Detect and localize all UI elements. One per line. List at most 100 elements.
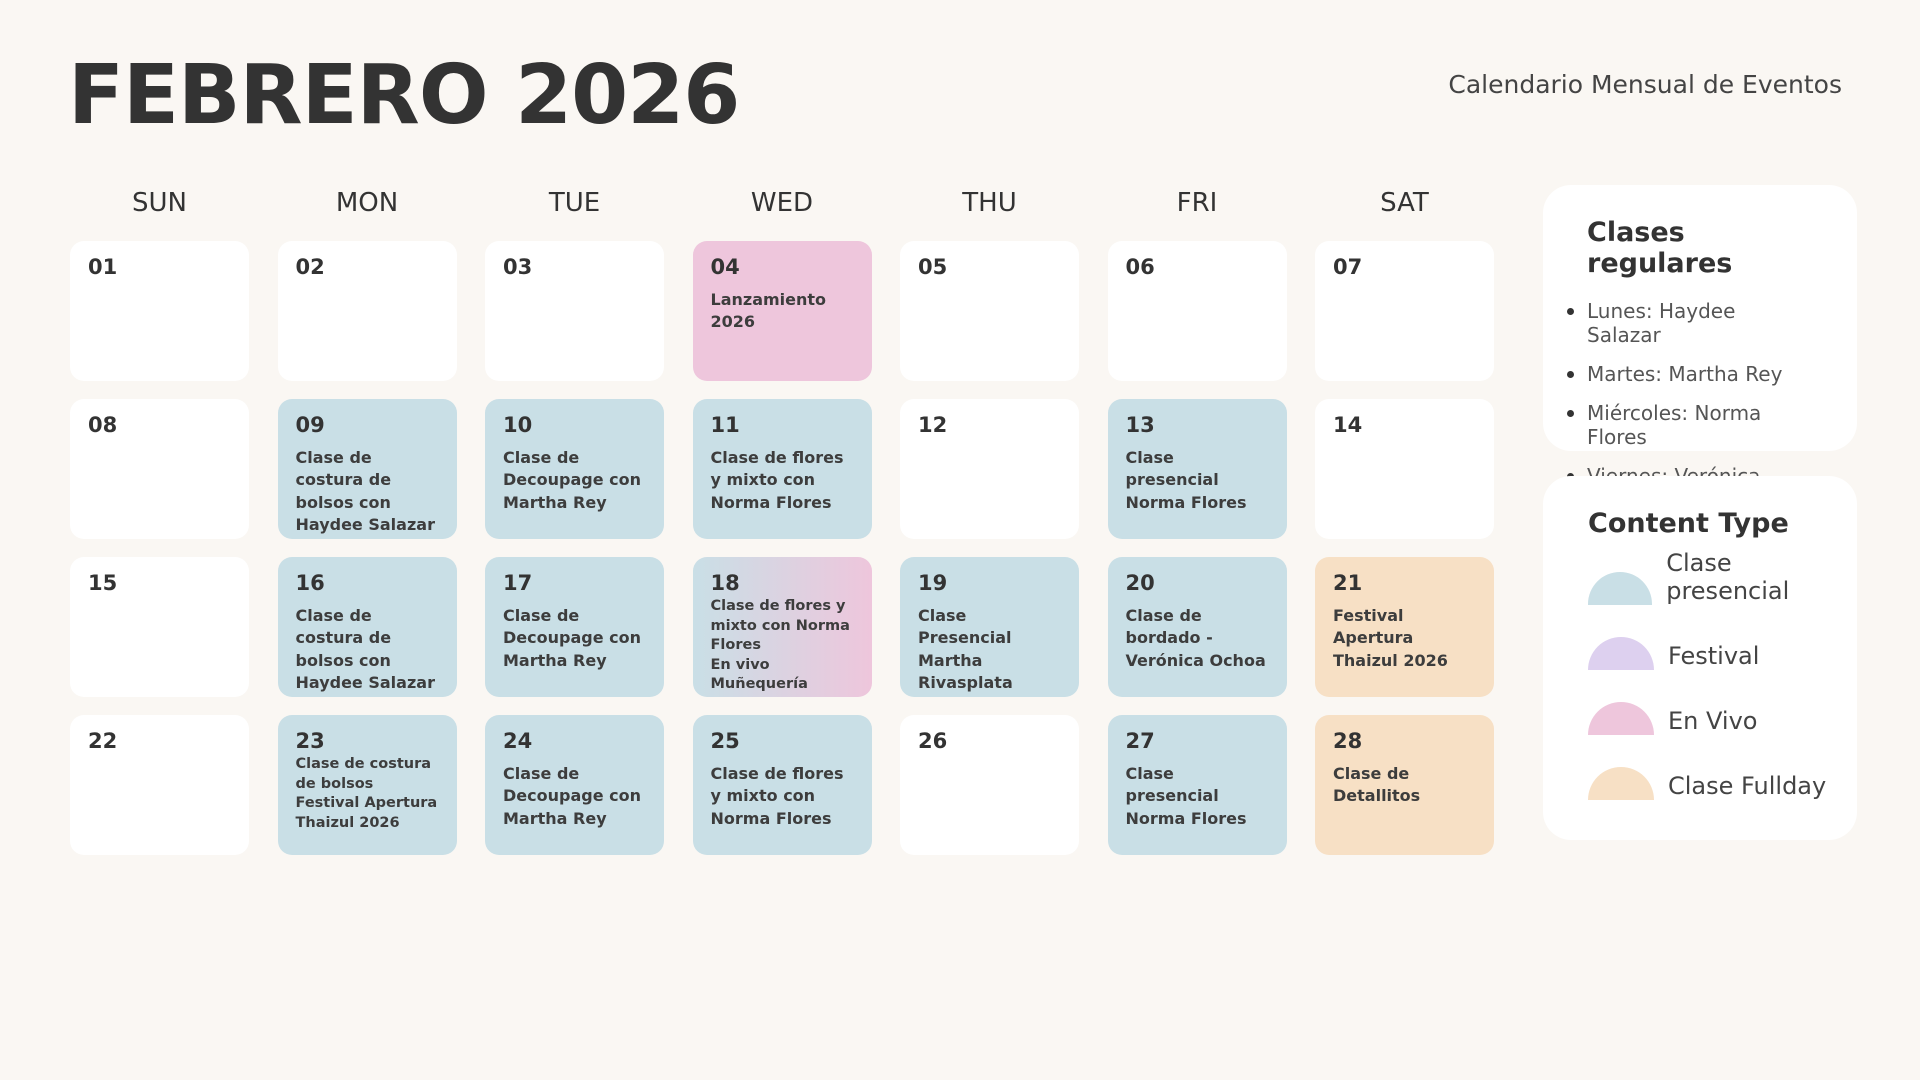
legend-swatch: [1588, 767, 1654, 800]
event: Clase de Decoupage con Martha Rey: [503, 606, 641, 670]
day-number: 02: [295, 255, 325, 279]
day-number: 11: [710, 413, 740, 437]
class-item: Lunes: Haydee Salazar: [1567, 299, 1813, 347]
legend-label: En Vivo: [1668, 707, 1758, 735]
day-number: 10: [503, 413, 533, 437]
class-item: Martes: Martha Rey: [1567, 362, 1813, 386]
legend-swatch: [1588, 572, 1653, 605]
day-number: 17: [503, 571, 533, 595]
day-number: 15: [88, 571, 118, 595]
day-cell: 07: [1315, 241, 1494, 381]
event: Clase Presencial Martha Rivasplata: [918, 606, 1013, 693]
day-cell: 06: [1107, 241, 1287, 381]
day-cell: 25 Clase de flores y mixto con Norma Flor…: [692, 715, 872, 855]
month-title: FEBRERO 2026: [68, 48, 740, 143]
event: Festival Apertura Thaizul 2026: [295, 795, 438, 831]
event: Clase de flores y mixto con Norma Flores: [710, 448, 844, 512]
event: Clase presencial Norma Flores: [1125, 764, 1247, 828]
day-number: 07: [1333, 255, 1363, 279]
event: En vivo Muñequería: [710, 656, 808, 693]
day-cell: 26: [900, 715, 1079, 855]
weekday: MON: [335, 188, 399, 218]
card-title: Clases regulares: [1587, 217, 1733, 279]
weekday: SUN: [132, 188, 187, 218]
day-number: 05: [918, 255, 948, 279]
event: Lanzamiento 2026: [710, 290, 827, 332]
day-cell: 08: [70, 399, 249, 539]
day-cell: 24 Clase de Decoupage con Martha Rey: [485, 715, 664, 855]
day-cell: 05: [900, 241, 1079, 381]
day-cell: 18 Clase de flores y mixto con Norma Flor…: [692, 557, 872, 697]
day-cell: 13 Clase presencial Norma Flores: [1107, 399, 1287, 539]
day-number: 26: [918, 729, 948, 753]
event: Clase de costura de bolsos: [295, 756, 432, 792]
legend-swatch: [1588, 637, 1654, 670]
legend-item: En Vivo: [1588, 699, 1857, 735]
day-cell: 16 Clase de costura de bolsos con Haydee …: [277, 557, 457, 697]
day-cell: 14: [1315, 399, 1494, 539]
weekday: FRI: [1176, 188, 1218, 218]
day-cell: 12: [900, 399, 1079, 539]
day-cell: 15: [70, 557, 249, 697]
event: Festival Apertura Thaizul 2026: [1333, 606, 1448, 670]
legend-item: Clase presencial: [1588, 549, 1857, 605]
day-number: 28: [1333, 729, 1363, 753]
legend-swatch: [1588, 702, 1654, 735]
event: Clase de bordado - Verónica Ochoa: [1125, 606, 1266, 670]
day-number: 14: [1333, 413, 1363, 437]
day-number: 09: [295, 413, 325, 437]
day-number: 20: [1125, 571, 1155, 595]
day-cell: 03: [485, 241, 664, 381]
day-cell: 02: [277, 241, 457, 381]
day-number: 18: [710, 571, 740, 595]
legend-label: Clase Fullday: [1668, 772, 1827, 800]
day-cell: 23 Clase de costura de bolsos Festival Ape…: [277, 715, 457, 855]
day-number: 12: [918, 413, 948, 437]
day-cell: 22: [70, 715, 249, 855]
weekday: SAT: [1380, 188, 1429, 218]
day-cell: 28 Clase de Detallitos: [1315, 715, 1494, 855]
day-number: 21: [1333, 571, 1363, 595]
weekday: WED: [750, 188, 814, 218]
day-number: 01: [88, 255, 118, 279]
day-number: 13: [1125, 413, 1155, 437]
event: Clase de costura de bolsos con Haydee Sa…: [295, 606, 435, 693]
day-cell: 09 Clase de costura de bolsos con Haydee …: [277, 399, 457, 539]
legend-label: Festival: [1668, 642, 1760, 670]
regular-classes-card: Clases regulares Lunes: Haydee Salazar Ma…: [1543, 185, 1857, 512]
weekday: TUE: [548, 188, 601, 218]
class-item: Miércoles: Norma Flores: [1567, 401, 1813, 449]
legend-item: Festival: [1588, 634, 1857, 670]
legend-label: Clase presencial: [1666, 549, 1790, 605]
day-cell: 11 Clase de flores y mixto con Norma Flor…: [692, 399, 872, 539]
event: Clase de flores y mixto con Norma Flores: [710, 598, 850, 654]
event: Clase de costura de bolsos con Haydee Sa…: [295, 448, 435, 535]
day-number: 22: [88, 729, 118, 753]
day-number: 27: [1125, 729, 1155, 753]
day-number: 23: [295, 729, 325, 753]
day-cell: 04 Lanzamiento 2026: [692, 241, 872, 381]
day-cell: 10 Clase de Decoupage con Martha Rey: [485, 399, 664, 539]
event: Clase de Decoupage con Martha Rey: [503, 448, 641, 512]
day-number: 04: [710, 255, 740, 279]
event: Clase presencial Norma Flores: [1125, 448, 1247, 512]
day-number: 19: [918, 571, 948, 595]
class-list: Lunes: Haydee Salazar Martes: Martha Rey M…: [1567, 299, 1813, 512]
day-cell: 01: [70, 241, 249, 381]
day-cell: 19 Clase Presencial Martha Rivasplata: [900, 557, 1079, 697]
day-cell: 27 Clase presencial Norma Flores: [1107, 715, 1287, 855]
subtitle: Calendario Mensual de Eventos: [1448, 70, 1842, 99]
legend-title: Content Type: [1588, 508, 1789, 539]
day-cell: 20 Clase de bordado - Verónica Ochoa: [1107, 557, 1287, 697]
day-number: 16: [295, 571, 325, 595]
legend-card: Content Type Clase presencial Festival En …: [1543, 476, 1857, 840]
day-number: 24: [503, 729, 533, 753]
day-cell: 21 Festival Apertura Thaizul 2026: [1315, 557, 1494, 697]
day-number: 25: [710, 729, 740, 753]
day-cell: 17 Clase de Decoupage con Martha Rey: [485, 557, 664, 697]
day-number: 06: [1125, 255, 1155, 279]
event: Clase de flores y mixto con Norma Flores: [710, 764, 844, 828]
day-number: 03: [503, 255, 533, 279]
event: Clase de Decoupage con Martha Rey: [503, 764, 641, 828]
